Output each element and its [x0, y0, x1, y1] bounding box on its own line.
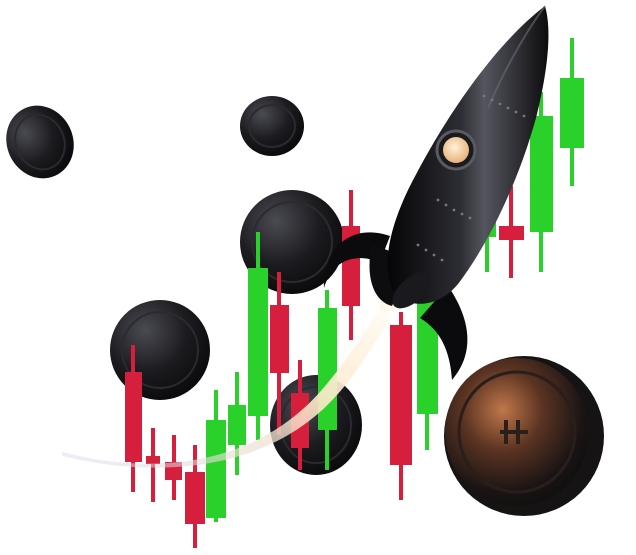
coin-icon [6, 105, 74, 179]
candlestick-icon [125, 345, 142, 492]
rocket-icon [323, 5, 549, 380]
candlestick-icon [342, 190, 360, 340]
candlestick-icon [228, 372, 246, 475]
coin-icon [240, 96, 304, 156]
candlestick-icon [248, 232, 268, 440]
candlestick-icon [560, 38, 584, 186]
candlestick-icon [165, 435, 182, 500]
candlestick-icon [499, 186, 524, 278]
candlestick-icon [270, 272, 289, 435]
candlestick-icon [390, 312, 412, 500]
candlestick-icon [530, 92, 553, 272]
coin-icon [444, 356, 604, 516]
